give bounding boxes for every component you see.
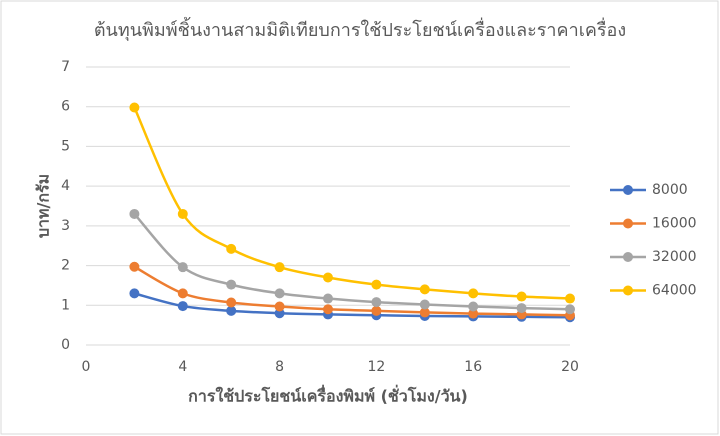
- data-point: [323, 272, 333, 283]
- legend-label: 32000: [652, 249, 697, 265]
- data-point: [323, 304, 333, 315]
- data-point: [468, 288, 479, 299]
- data-point: [468, 308, 479, 319]
- y-tick-label: 3: [61, 218, 70, 234]
- data-point: [371, 279, 382, 290]
- y-tick-label: 0: [61, 337, 70, 353]
- data-point: [177, 288, 188, 299]
- chart-title: ต้นทุนพิมพ์ชิ้นงานสามมิติเทียบการใช้ประโ…: [94, 17, 626, 41]
- data-point: [468, 301, 479, 312]
- data-point: [177, 208, 188, 219]
- x-tick-label: 0: [82, 359, 91, 375]
- y-tick-label: 6: [61, 99, 70, 115]
- data-point: [565, 293, 575, 304]
- data-point: [226, 243, 237, 254]
- legend-label: 64000: [652, 283, 697, 299]
- data-point: [129, 102, 140, 113]
- data-point: [274, 301, 285, 312]
- series-line: [133, 265, 571, 317]
- data-point: [274, 262, 285, 273]
- data-point: [419, 284, 430, 295]
- x-tick-label: 4: [178, 359, 187, 375]
- series-line: [133, 106, 571, 300]
- series-line: [134, 292, 571, 319]
- series-line: [133, 213, 571, 311]
- x-axis-label: การใช้ประโยชน์เครื่องพิมพ์ (ชั่วโมง/วัน): [188, 385, 468, 406]
- data-point: [419, 307, 430, 318]
- legend-marker: [623, 285, 633, 296]
- y-tick-label: 2: [61, 258, 70, 274]
- data-point: [371, 305, 382, 316]
- data-point: [565, 304, 575, 315]
- y-tick-label: 1: [61, 297, 70, 313]
- data-point: [129, 261, 140, 272]
- data-point: [323, 293, 333, 304]
- legend-marker: [623, 252, 633, 262]
- data-point: [419, 299, 430, 310]
- data-point: [516, 303, 527, 314]
- y-tick-label: 7: [61, 59, 70, 75]
- data-point: [274, 288, 285, 299]
- legend-label: 16000: [652, 216, 697, 232]
- data-point: [177, 262, 188, 273]
- data-point: [371, 297, 382, 308]
- data-point: [129, 208, 140, 219]
- data-point: [129, 288, 140, 299]
- y-tick-label: 5: [61, 138, 70, 154]
- x-tick-label: 8: [275, 359, 284, 375]
- data-point: [516, 291, 527, 302]
- y-tick-label: 4: [61, 178, 70, 194]
- data-point: [226, 297, 237, 308]
- data-point: [177, 301, 188, 312]
- data-point: [226, 279, 237, 290]
- legend-marker: [623, 185, 633, 195]
- y-axis-label: บาท/กรัม: [34, 174, 53, 238]
- x-tick-label: 12: [367, 359, 385, 375]
- legend-marker: [623, 218, 633, 229]
- data-point: [226, 305, 237, 316]
- x-tick-label: 20: [561, 359, 579, 375]
- legend-label: 8000: [652, 182, 688, 198]
- x-tick-label: 16: [464, 359, 482, 375]
